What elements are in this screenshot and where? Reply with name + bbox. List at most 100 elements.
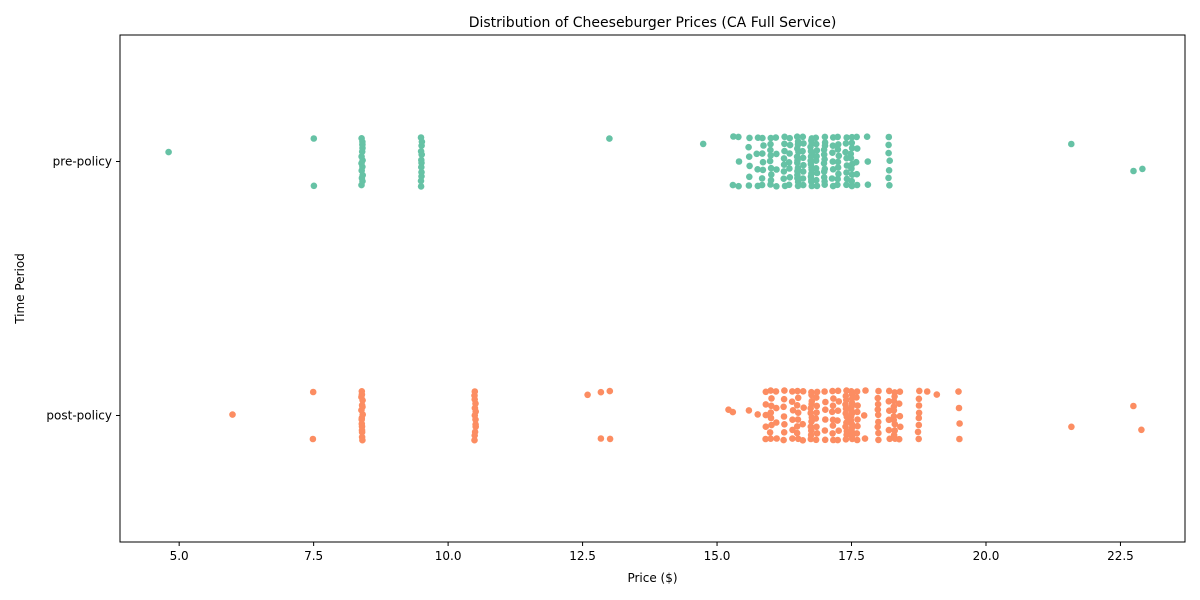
data-point bbox=[471, 436, 478, 444]
data-point bbox=[358, 181, 365, 189]
data-point bbox=[746, 173, 753, 181]
data-point bbox=[821, 427, 829, 434]
data-point bbox=[773, 435, 780, 442]
data-point bbox=[767, 435, 774, 443]
data-point bbox=[807, 405, 814, 412]
data-point bbox=[780, 413, 788, 420]
data-point bbox=[767, 152, 774, 159]
data-point bbox=[890, 407, 898, 414]
data-point bbox=[853, 181, 861, 189]
data-point bbox=[1130, 402, 1137, 410]
data-point bbox=[820, 160, 828, 167]
data-point bbox=[875, 387, 882, 395]
data-point bbox=[821, 133, 829, 141]
data-point bbox=[890, 397, 898, 405]
data-point bbox=[897, 423, 904, 431]
data-point bbox=[956, 420, 963, 427]
data-point bbox=[842, 140, 850, 147]
data-point bbox=[773, 183, 780, 190]
data-point bbox=[848, 139, 856, 147]
data-point bbox=[745, 407, 753, 414]
data-point bbox=[933, 391, 941, 398]
data-point bbox=[853, 436, 861, 444]
x-axis-title: Price ($) bbox=[627, 571, 677, 585]
data-point bbox=[799, 420, 806, 428]
data-point bbox=[799, 388, 807, 395]
data-point bbox=[789, 407, 797, 414]
x-tick-label: 7.5 bbox=[304, 549, 323, 563]
data-point bbox=[885, 149, 892, 157]
data-point bbox=[820, 168, 828, 175]
data-point bbox=[793, 133, 801, 140]
data-point bbox=[886, 435, 893, 443]
data-point bbox=[780, 168, 788, 175]
data-point bbox=[768, 171, 775, 178]
data-point bbox=[730, 133, 737, 140]
data-point bbox=[854, 408, 861, 416]
data-point bbox=[828, 408, 836, 416]
y-axis-title: Time Period bbox=[13, 253, 27, 325]
data-point bbox=[310, 135, 318, 142]
data-point bbox=[754, 411, 761, 418]
x-tick-label: 20.0 bbox=[973, 549, 1000, 563]
data-point bbox=[310, 182, 318, 190]
data-point bbox=[781, 421, 788, 428]
data-point bbox=[813, 388, 821, 396]
data-point bbox=[745, 143, 752, 151]
data-point bbox=[359, 436, 366, 444]
data-point bbox=[874, 394, 882, 402]
data-point bbox=[885, 174, 892, 182]
data-point bbox=[358, 428, 366, 436]
data-point bbox=[758, 181, 766, 189]
data-point bbox=[1139, 165, 1146, 173]
data-point bbox=[799, 181, 807, 189]
data-point bbox=[745, 182, 753, 189]
data-point bbox=[813, 182, 821, 190]
data-point bbox=[746, 134, 753, 142]
data-point bbox=[835, 141, 842, 148]
data-point bbox=[834, 164, 842, 171]
data-point bbox=[915, 402, 923, 409]
data-point bbox=[759, 166, 767, 174]
data-point bbox=[780, 429, 788, 436]
data-point bbox=[874, 423, 881, 431]
data-point bbox=[853, 145, 861, 152]
data-point bbox=[829, 158, 837, 165]
data-point bbox=[916, 387, 923, 395]
data-point bbox=[762, 401, 770, 408]
x-tick-label: 22.5 bbox=[1107, 549, 1134, 563]
data-point bbox=[417, 177, 425, 185]
data-point bbox=[875, 436, 882, 444]
data-point bbox=[829, 387, 836, 395]
data-point bbox=[848, 165, 855, 172]
data-point bbox=[822, 406, 829, 414]
data-point bbox=[834, 436, 841, 444]
data-point bbox=[885, 416, 893, 424]
data-point bbox=[794, 387, 801, 395]
data-point bbox=[915, 409, 923, 417]
data-point bbox=[821, 388, 828, 395]
data-point bbox=[597, 435, 605, 442]
data-point bbox=[886, 157, 893, 164]
data-point bbox=[418, 151, 426, 158]
data-point bbox=[165, 148, 172, 156]
data-point bbox=[1130, 167, 1137, 175]
data-point bbox=[729, 181, 737, 189]
data-point bbox=[835, 152, 843, 160]
data-point bbox=[885, 398, 893, 405]
data-point bbox=[835, 170, 842, 178]
data-point bbox=[786, 165, 793, 172]
data-point bbox=[767, 140, 774, 148]
x-tick-label: 12.5 bbox=[569, 549, 596, 563]
data-point bbox=[915, 435, 922, 443]
data-point bbox=[754, 166, 761, 173]
chart-title: Distribution of Cheeseburger Prices (CA … bbox=[469, 15, 837, 31]
data-point bbox=[813, 409, 820, 416]
data-point bbox=[812, 157, 820, 164]
data-point bbox=[885, 133, 893, 141]
data-point bbox=[863, 133, 871, 140]
data-point bbox=[767, 181, 774, 188]
data-point bbox=[874, 406, 882, 413]
data-point bbox=[834, 417, 841, 424]
data-point bbox=[309, 388, 317, 396]
